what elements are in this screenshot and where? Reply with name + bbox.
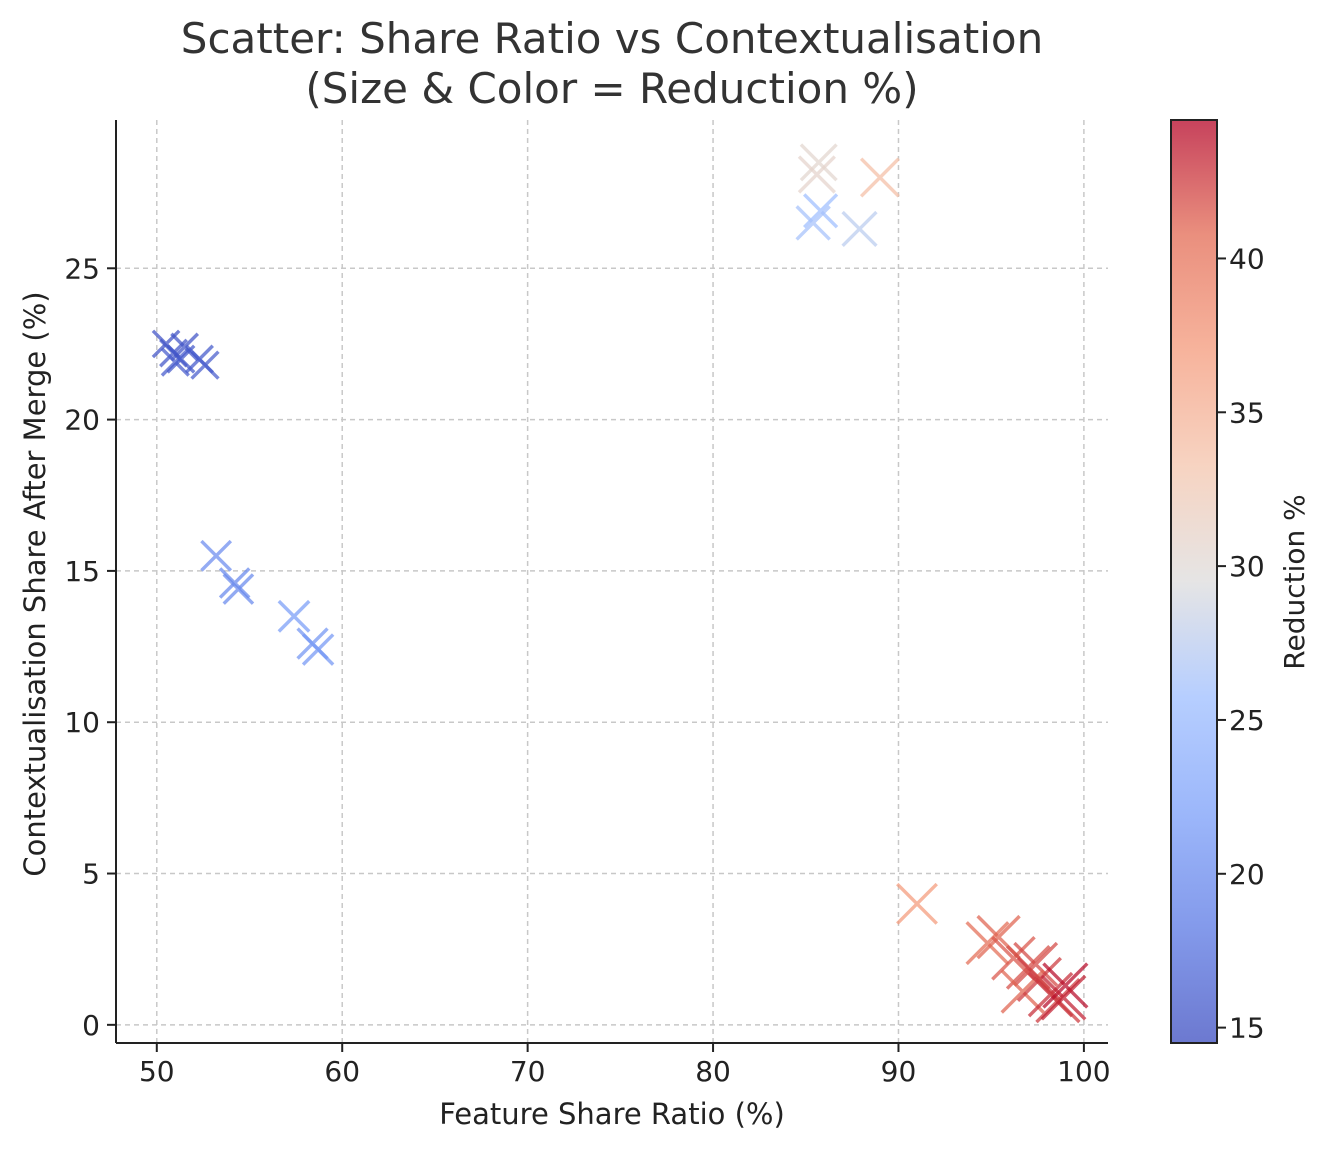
grid [116,120,1108,1043]
data-point [965,921,1010,966]
x-axis-ticks: 50 60 70 80 90 100 [139,1043,1111,1088]
x-axis-label: Feature Share Ratio (%) [439,1097,785,1131]
y-tick-label: 10 [64,706,100,739]
y-axis-label: Contextualisation Share After Merge (%) [18,291,52,876]
point-stroke [1042,962,1089,1009]
data-point [301,633,335,666]
y-tick-label: 5 [82,858,100,891]
colorbar-tick-label: 15 [1229,1012,1265,1045]
x-tick-label: 90 [881,1055,917,1088]
data-point [795,205,831,241]
chart-subtitle: (Size & Color = Reduction %) [305,64,918,113]
data-point [859,157,900,198]
point-stroke [976,914,1021,960]
point-stroke [965,921,1010,966]
y-tick-label: 15 [64,555,100,588]
chart-title: Scatter: Share Ratio vs Contextualisatio… [181,14,1043,63]
colorbar-tick-label: 35 [1229,396,1265,429]
colorbar-tick-label: 20 [1229,858,1265,891]
y-tick-label: 0 [82,1009,100,1042]
point-stroke [190,350,220,380]
point-stroke [797,155,836,194]
colorbar-tick-label: 30 [1229,550,1265,583]
point-stroke [859,157,900,198]
axes [115,120,1108,1044]
point-stroke [896,882,938,925]
point-stroke [160,347,190,377]
point-stroke [795,205,831,241]
point-stroke [1016,956,1062,1003]
colorbar-frame [1170,119,1218,1044]
point-stroke [991,935,1036,981]
point-stroke [1040,974,1087,1021]
x-tick-label: 100 [1057,1055,1110,1088]
colorbar-tick-label: 40 [1229,242,1265,275]
data-point [1035,978,1081,1024]
data-point [200,539,233,572]
colorbar: 15 20 25 30 35 40 Reduction % [1170,119,1311,1045]
x-tick-label: 70 [510,1055,546,1088]
x-tick-label: 60 [324,1055,360,1088]
data-point [797,155,836,194]
y-axis-ticks: 0 5 10 15 20 25 [64,252,116,1042]
point-stroke [1035,978,1081,1024]
data-point [160,347,190,377]
data-point [803,193,839,229]
point-stroke [841,210,878,248]
colorbar-label: Reduction % [1278,494,1311,669]
data-point [799,143,838,182]
data-point [190,350,220,380]
colorbar-ticks: 15 20 25 30 35 40 [1217,242,1265,1045]
point-stroke [222,573,255,605]
data-point [841,210,878,248]
data-point [277,599,311,633]
y-tick-label: 20 [64,404,100,437]
point-stroke [301,633,335,666]
colorbar-tick-label: 25 [1229,704,1265,737]
data-point [222,573,255,605]
data-point [896,882,938,925]
y-tick-label: 25 [64,252,100,285]
point-stroke [200,539,233,572]
x-tick-label: 80 [695,1055,731,1088]
point-stroke [1013,941,1059,987]
data-point [1013,941,1059,987]
data-points [151,143,1089,1024]
x-tick-label: 50 [139,1055,175,1088]
point-stroke [170,332,200,362]
colorbar-gradient [1171,120,1217,1043]
data-point [1040,974,1087,1021]
data-point [1042,962,1089,1009]
point-stroke [799,143,838,182]
point-stroke [277,599,311,633]
